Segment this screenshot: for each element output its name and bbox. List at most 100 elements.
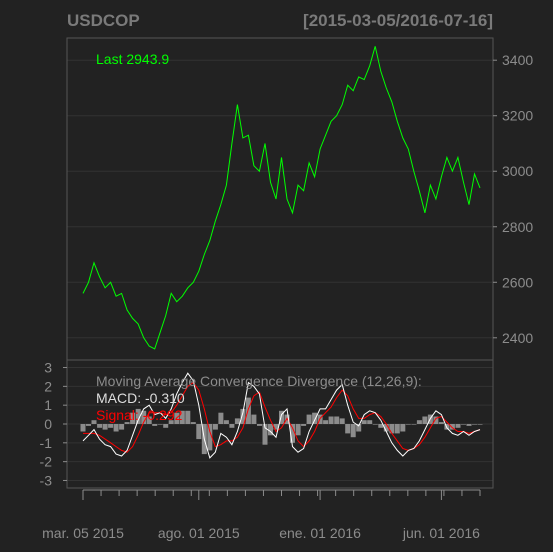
histogram-bar: [279, 410, 284, 424]
histogram-bar: [240, 408, 246, 424]
price-y-tick-label: 2800: [502, 219, 533, 235]
price-y-tick-label: 3400: [502, 52, 533, 68]
histogram-bar: [306, 414, 312, 424]
histogram-bar: [361, 420, 367, 424]
histogram-bar: [218, 412, 224, 424]
histogram-bar: [141, 410, 147, 424]
histogram-bar: [328, 416, 334, 424]
histogram-bar: [422, 416, 428, 424]
histogram-bar: [245, 397, 251, 424]
price-y-tick-label: 2600: [502, 274, 533, 290]
price-y-tick-label: 3200: [502, 108, 533, 124]
histogram-bar: [334, 416, 340, 424]
histogram-bar: [301, 424, 307, 426]
macd-histogram: [80, 397, 483, 455]
price-y-axis: 2400 2600 2800 3000 3200 3400: [493, 52, 533, 346]
histogram-bar: [323, 420, 329, 424]
histogram-bar: [389, 424, 395, 434]
histogram-bar: [146, 416, 152, 424]
histogram-bar: [124, 422, 130, 424]
price-y-tick-label: 3000: [502, 163, 533, 179]
histogram-bar: [295, 424, 301, 436]
histogram-bar: [477, 424, 483, 425]
histogram-bar: [207, 424, 213, 451]
macd-y-tick-label: -2: [40, 454, 53, 470]
histogram-bar: [356, 424, 362, 432]
x-tick-label: ene. 01 2016: [279, 525, 361, 541]
histogram-bar: [449, 424, 455, 430]
histogram-bar: [400, 424, 406, 432]
histogram-bar: [394, 424, 400, 434]
histogram-bar: [466, 424, 472, 426]
histogram-bar: [438, 422, 444, 424]
macd-y-tick-label: -1: [40, 435, 53, 451]
price-series-line: [82, 46, 481, 350]
histogram-bar: [157, 424, 163, 425]
histogram-bar: [212, 424, 218, 430]
macd-value-label: MACD: -0.310: [96, 390, 185, 406]
macd-y-tick-label: 0: [44, 416, 52, 432]
price-y-tick-label: 2400: [502, 330, 533, 346]
histogram-bar: [223, 420, 229, 424]
histogram-bar: [262, 424, 268, 445]
price-gridlines: [67, 59, 493, 339]
histogram-bar: [372, 424, 378, 425]
macd-y-tick-label: 3: [44, 360, 52, 376]
histogram-bar: [472, 424, 477, 425]
histogram-bar: [163, 424, 169, 428]
x-tick-label: ago. 01 2015: [158, 525, 240, 541]
x-tick-label: jun. 01 2016: [402, 525, 480, 541]
histogram-bar: [290, 424, 295, 443]
histogram-bar: [251, 414, 257, 424]
histogram-bar: [229, 424, 235, 428]
histogram-bar: [405, 424, 411, 425]
x-tick-label: mar. 05 2015: [42, 525, 124, 541]
histogram-bar: [345, 424, 351, 434]
histogram-bar: [190, 422, 196, 424]
histogram-bar: [168, 420, 174, 424]
histogram-bar: [312, 412, 318, 424]
histogram-bar: [455, 424, 461, 428]
histogram-bar: [461, 424, 466, 425]
histogram-bar: [196, 424, 202, 440]
histogram-bar: [411, 424, 417, 425]
histogram-bar: [152, 424, 158, 426]
macd-y-tick-label: 2: [44, 378, 52, 394]
histogram-bar: [130, 412, 136, 424]
histogram-bar: [383, 424, 389, 432]
histogram-bar: [433, 416, 439, 424]
histogram-bar: [185, 410, 191, 424]
chart-date-range: [2015-03-05/2016-07-16]: [303, 11, 493, 30]
histogram-bar: [234, 418, 240, 424]
histogram-bar: [367, 420, 373, 424]
macd-gridlines: [67, 367, 493, 481]
x-axis: mar. 05 2015 ago. 01 2015 ene. 01 2016 jun.…: [42, 489, 481, 541]
chart-title: USDCOP: [67, 11, 140, 30]
histogram-bar: [174, 412, 180, 424]
macd-panel-label: Moving Average Convergence Divergence (1…: [96, 373, 422, 389]
histogram-bar: [86, 424, 91, 426]
histogram-bar: [108, 424, 114, 428]
histogram-bar: [102, 424, 108, 430]
histogram-bar: [378, 424, 384, 428]
signal-value-label: Signal: -0.292: [96, 407, 183, 423]
histogram-bar: [257, 424, 262, 426]
macd-y-tick-label: -3: [40, 472, 53, 488]
histogram-bar: [179, 410, 185, 424]
histogram-bar: [350, 424, 356, 438]
histogram-bar: [119, 424, 125, 430]
histogram-bar: [416, 420, 422, 424]
last-value-label: Last 2943.9: [96, 51, 169, 67]
histogram-bar: [135, 408, 141, 424]
histogram-bar: [273, 424, 279, 430]
histogram-bar: [339, 418, 345, 424]
histogram-bar: [268, 424, 273, 436]
histogram-bar: [80, 424, 86, 432]
histogram-bar: [91, 420, 97, 424]
macd-y-tick-label: 1: [44, 397, 52, 413]
macd-y-axis: -3 -2 -1 0 1 2 3: [40, 360, 67, 488]
macd-series-line: [82, 372, 481, 459]
histogram-bar: [97, 424, 103, 428]
